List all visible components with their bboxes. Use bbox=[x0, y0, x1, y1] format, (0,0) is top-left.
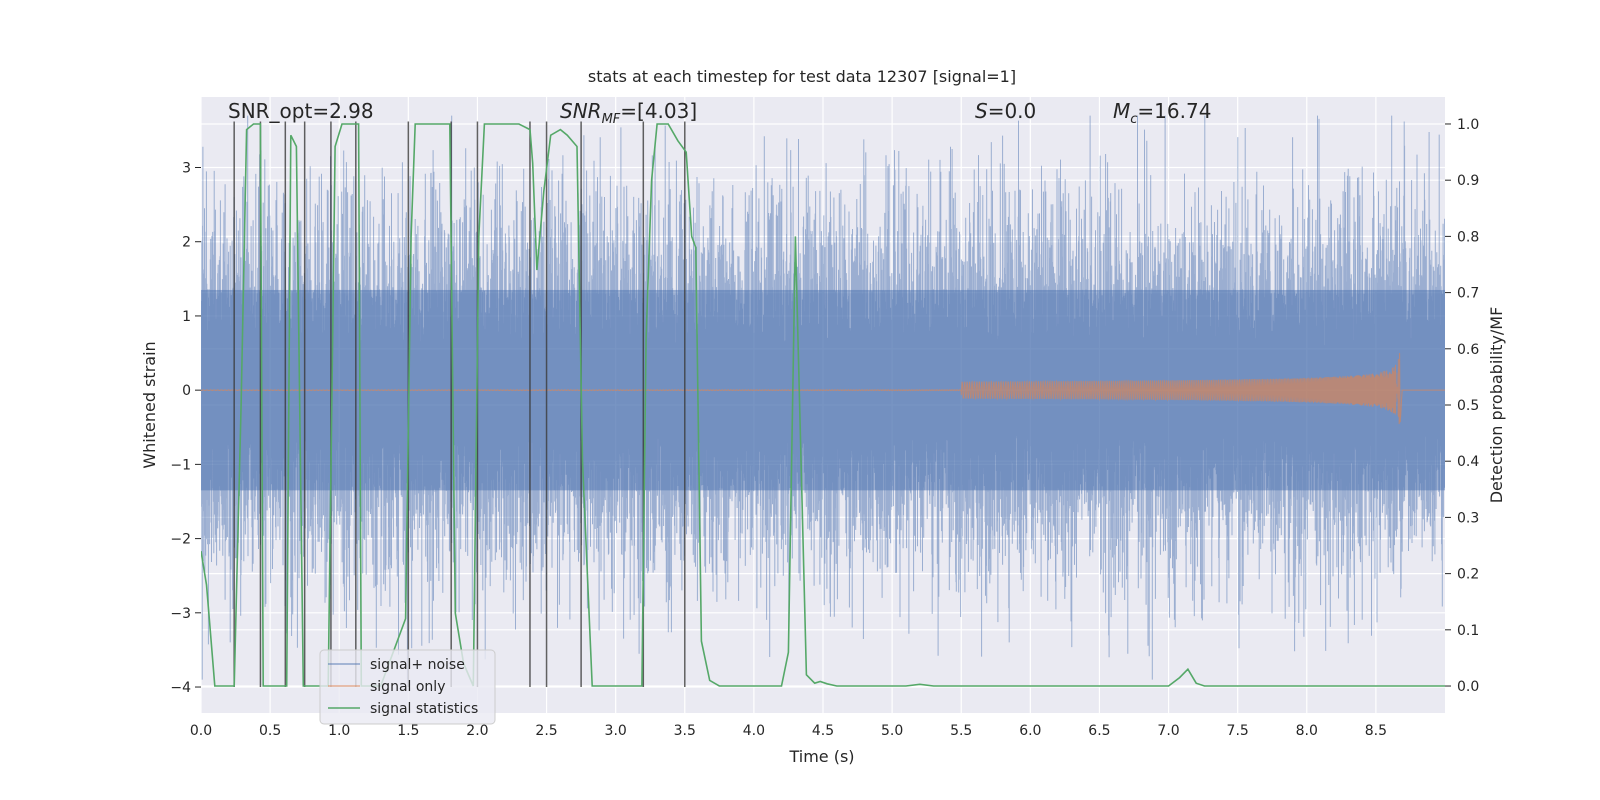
s-annotation: S=0.0 bbox=[975, 99, 1036, 123]
y2-tick-label: 0.8 bbox=[1457, 229, 1479, 245]
x-tick-label: 6.5 bbox=[1088, 723, 1110, 739]
s-value: =0.0 bbox=[988, 99, 1037, 123]
signal-only-line bbox=[201, 353, 1445, 424]
y2-tick-label: 0.1 bbox=[1457, 623, 1479, 639]
x-tick-label: 1.5 bbox=[397, 723, 419, 739]
mc-annotation: Mc=16.74 bbox=[1113, 99, 1211, 127]
y2-axis-label: Detection probability/MF bbox=[1487, 307, 1506, 504]
y-tick-label: 2 bbox=[182, 235, 191, 251]
x-tick-label: 0.5 bbox=[259, 723, 281, 739]
y-tick-label: −4 bbox=[170, 680, 191, 696]
y2-tick-label: 0.2 bbox=[1457, 567, 1479, 583]
y-tick-label: −3 bbox=[170, 606, 191, 622]
y2-tick-label: 1.0 bbox=[1457, 117, 1479, 133]
x-tick-label: 7.5 bbox=[1227, 723, 1249, 739]
y-tick-label: −2 bbox=[170, 532, 191, 548]
y2-tick-label: 0.6 bbox=[1457, 342, 1479, 358]
plot-area bbox=[201, 115, 1445, 688]
y-axis-label: Whitened strain bbox=[140, 341, 159, 468]
mc-value: =16.74 bbox=[1137, 99, 1211, 123]
legend-frame bbox=[319, 649, 496, 725]
y2-tick-label: 0.9 bbox=[1457, 173, 1479, 189]
snr-opt-annotation: SNR_opt=2.98 bbox=[228, 99, 374, 123]
x-axis-label: Time (s) bbox=[788, 747, 854, 766]
x-tick-label: 6.0 bbox=[1019, 723, 1041, 739]
y2-tick-label: 0.3 bbox=[1457, 510, 1479, 526]
x-tick-label: 7.0 bbox=[1157, 723, 1179, 739]
legend-label-stats: signal statistics bbox=[370, 701, 478, 717]
x-tick-label: 4.5 bbox=[812, 723, 834, 739]
y-tick-label: 1 bbox=[182, 309, 191, 325]
x-tick-label: 8.0 bbox=[1296, 723, 1318, 739]
y-tick-label: −1 bbox=[170, 457, 191, 473]
legend-label-signal: signal only bbox=[370, 679, 445, 695]
signal-statistics-line bbox=[201, 123, 1445, 687]
y2-tick-label: 0.7 bbox=[1457, 286, 1479, 302]
mc-label: M bbox=[1113, 99, 1130, 123]
y-tick-label: 3 bbox=[182, 161, 191, 177]
legend-label-noise: signal+ noise bbox=[370, 657, 465, 673]
snr-mf-subscript: MF bbox=[602, 112, 621, 127]
axes: 0.0 0.5 1.0 1.5 2.0 2.5 3.0 3.5 4.0 4.5 5.0 5.5 6.0 6… bbox=[170, 117, 1479, 739]
y2-tick-label: 0.5 bbox=[1457, 398, 1479, 414]
snr-mf-label: SNR bbox=[560, 99, 602, 123]
x-tick-label: 2.0 bbox=[466, 723, 488, 739]
mc-subscript: c bbox=[1130, 112, 1137, 127]
x-tick-label: 4.0 bbox=[743, 723, 765, 739]
y2-tick-label: 0.4 bbox=[1457, 454, 1479, 470]
x-tick-label: 5.5 bbox=[950, 723, 972, 739]
snr-mf-value: =[4.03] bbox=[620, 99, 697, 123]
x-tick-label: 3.5 bbox=[674, 723, 696, 739]
x-tick-label: 2.5 bbox=[535, 723, 557, 739]
x-tick-label: 8.5 bbox=[1365, 723, 1387, 739]
y-tick-label: 0 bbox=[182, 383, 191, 399]
legend: signal+ noise signal only signal statist… bbox=[319, 649, 496, 725]
x-tick-label: 3.0 bbox=[605, 723, 627, 739]
x-tick-label: 5.0 bbox=[881, 723, 903, 739]
y2-tick-label: 0.0 bbox=[1457, 679, 1479, 695]
chart-title: stats at each timestep for test data 123… bbox=[588, 67, 1016, 86]
snr-mf-annotation: SNRMF=[4.03] bbox=[560, 99, 697, 127]
x-tick-label: 0.0 bbox=[190, 723, 212, 739]
s-label: S bbox=[975, 99, 988, 123]
x-tick-label: 1.0 bbox=[328, 723, 350, 739]
